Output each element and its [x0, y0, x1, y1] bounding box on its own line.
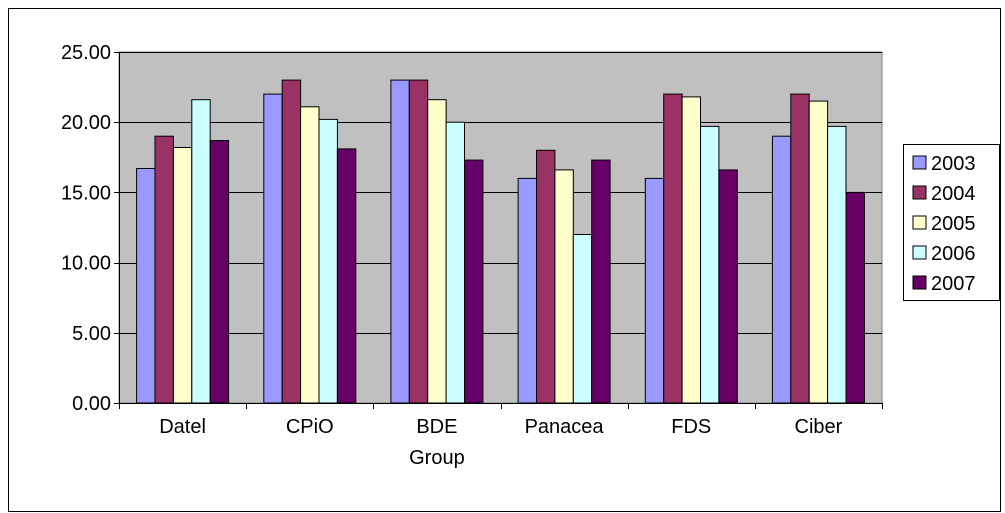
legend-swatch-2003 — [912, 155, 927, 170]
x-tick-label: Ciber — [795, 416, 843, 438]
legend-label-2004: 2004 — [931, 183, 976, 205]
x-axis-tick-labels: Datel CPiO BDE Group Panacea FDS Ciber — [159, 416, 842, 469]
legend-label-2006: 2006 — [931, 243, 976, 265]
bar-2005-ciber — [808, 100, 829, 404]
legend: 2003 2004 2005 2006 2007 — [903, 144, 1000, 301]
bar-2005-panacea — [554, 169, 574, 404]
x-tick-label: Datel — [159, 416, 206, 438]
legend-swatch-2005 — [912, 215, 927, 230]
legend-swatch-2004 — [912, 185, 927, 200]
bar-2003-datel — [136, 168, 156, 404]
y-tick-label: 0.00 — [72, 393, 111, 415]
y-axis-tick-labels: 0.00 5.00 10.00 15.00 20.00 25.00 — [61, 42, 111, 415]
bar-2004-datel — [154, 135, 174, 404]
bar-2005-fds — [681, 96, 701, 404]
plot-area — [118, 51, 883, 404]
bar-chart: 0.00 5.00 10.00 15.00 20.00 25.00 Datel CPiO BD… — [61, 42, 1000, 469]
y-tick-label: 25.00 — [61, 42, 111, 64]
bar-2007-fds — [718, 169, 738, 404]
x-tick-label: FDS — [671, 416, 711, 438]
bar-2007-datel — [209, 140, 230, 404]
bar-2003-cpio — [263, 93, 283, 404]
bar-2006-cpio — [318, 118, 338, 404]
legend-swatch-2007 — [912, 275, 927, 290]
bar-2006-ciber — [827, 125, 847, 404]
bar-2006-datel — [191, 99, 211, 404]
chart-frame: 0.00 5.00 10.00 15.00 20.00 25.00 Datel CPiO BD… — [8, 8, 1001, 512]
bar-2004-fds — [663, 93, 683, 404]
gridlines — [119, 52, 882, 334]
bar-2004-cpio — [281, 79, 302, 404]
bar-2007-cpio — [336, 148, 357, 404]
legend-label-2007: 2007 — [931, 273, 976, 295]
bar-2007-panacea — [591, 159, 611, 404]
y-tick-label: 10.00 — [61, 253, 111, 275]
y-tick-label: 15.00 — [61, 182, 111, 204]
y-tick-label: 5.00 — [72, 323, 111, 345]
axes — [114, 52, 883, 409]
bar-2003-fds — [644, 177, 665, 404]
y-tick-label: 20.00 — [61, 112, 111, 134]
bar-2004-panacea — [536, 149, 556, 404]
bar-2004-ciber — [790, 93, 810, 404]
bar-2007-bde-group — [464, 159, 484, 404]
bar-2007-ciber — [845, 191, 865, 404]
bar-2005-cpio — [300, 106, 320, 404]
bar-2003-ciber — [771, 135, 792, 404]
x-tick-label: CPiO — [286, 416, 334, 438]
bar-2004-bde-group — [408, 79, 429, 404]
bar-2006-bde-group — [445, 121, 466, 404]
x-tick-label: Panacea — [525, 416, 605, 438]
bar-2003-panacea — [517, 177, 538, 404]
legend-label-2003: 2003 — [931, 153, 976, 175]
bar-2006-fds — [700, 125, 720, 404]
bar-2005-bde-group — [427, 99, 447, 404]
bar-2006-panacea — [572, 234, 593, 404]
x-tick-label: BDE Group — [409, 416, 465, 469]
bar-2003-bde-group — [390, 79, 410, 404]
legend-swatch-2006 — [912, 245, 927, 260]
bar-2005-datel — [172, 147, 193, 404]
legend-label-2005: 2005 — [931, 213, 976, 235]
